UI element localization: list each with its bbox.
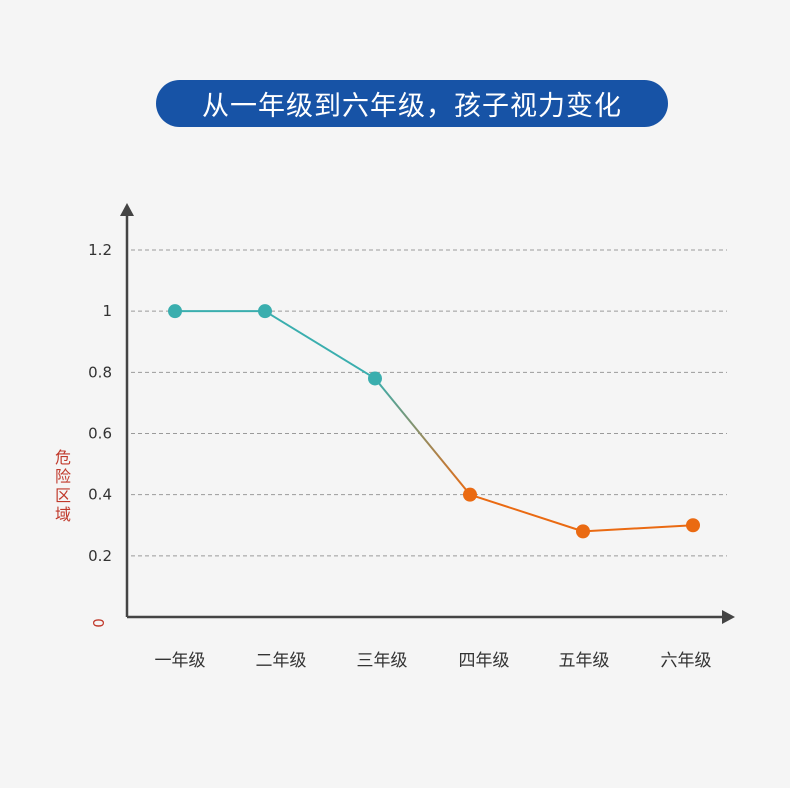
x-tick-label: 五年级	[559, 651, 610, 671]
title-banner: 从一年级到六年级，孩子视力变化	[156, 80, 668, 127]
danger-zone-label: 危	[55, 448, 71, 467]
series-line-segment	[264, 310, 376, 380]
data-point	[576, 524, 590, 539]
danger-zone-label: 区	[55, 486, 71, 505]
y-tick-label-zero: 0	[90, 618, 108, 628]
series-line-segment	[469, 493, 584, 533]
data-point	[258, 304, 272, 319]
chart-title: 从一年级到六年级，孩子视力变化	[202, 91, 622, 122]
x-tick-label: 二年级	[256, 651, 307, 671]
danger-zone-label: 险	[55, 467, 71, 486]
y-tick-label: 0.4	[88, 486, 112, 504]
x-tick-label: 六年级	[661, 651, 712, 671]
y-tick-label: 0.8	[88, 363, 112, 381]
data-point	[686, 518, 700, 533]
x-tick-label: 四年级	[459, 651, 510, 671]
data-point	[463, 487, 477, 502]
x-axis-arrow	[722, 610, 735, 624]
data-point	[368, 371, 382, 386]
y-tick-label: 1	[102, 302, 112, 320]
y-axis-arrow	[120, 203, 134, 216]
y-tick-label: 1.2	[88, 241, 112, 259]
data-point	[168, 304, 182, 319]
x-tick-label: 一年级	[155, 651, 206, 671]
y-tick-label: 0.2	[88, 547, 112, 565]
y-tick-label: 0.6	[88, 425, 112, 443]
danger-zone-label: 域	[55, 505, 71, 524]
series-line-segment	[374, 377, 471, 496]
series-line-segment	[582, 524, 694, 533]
x-tick-label: 三年级	[357, 651, 408, 671]
